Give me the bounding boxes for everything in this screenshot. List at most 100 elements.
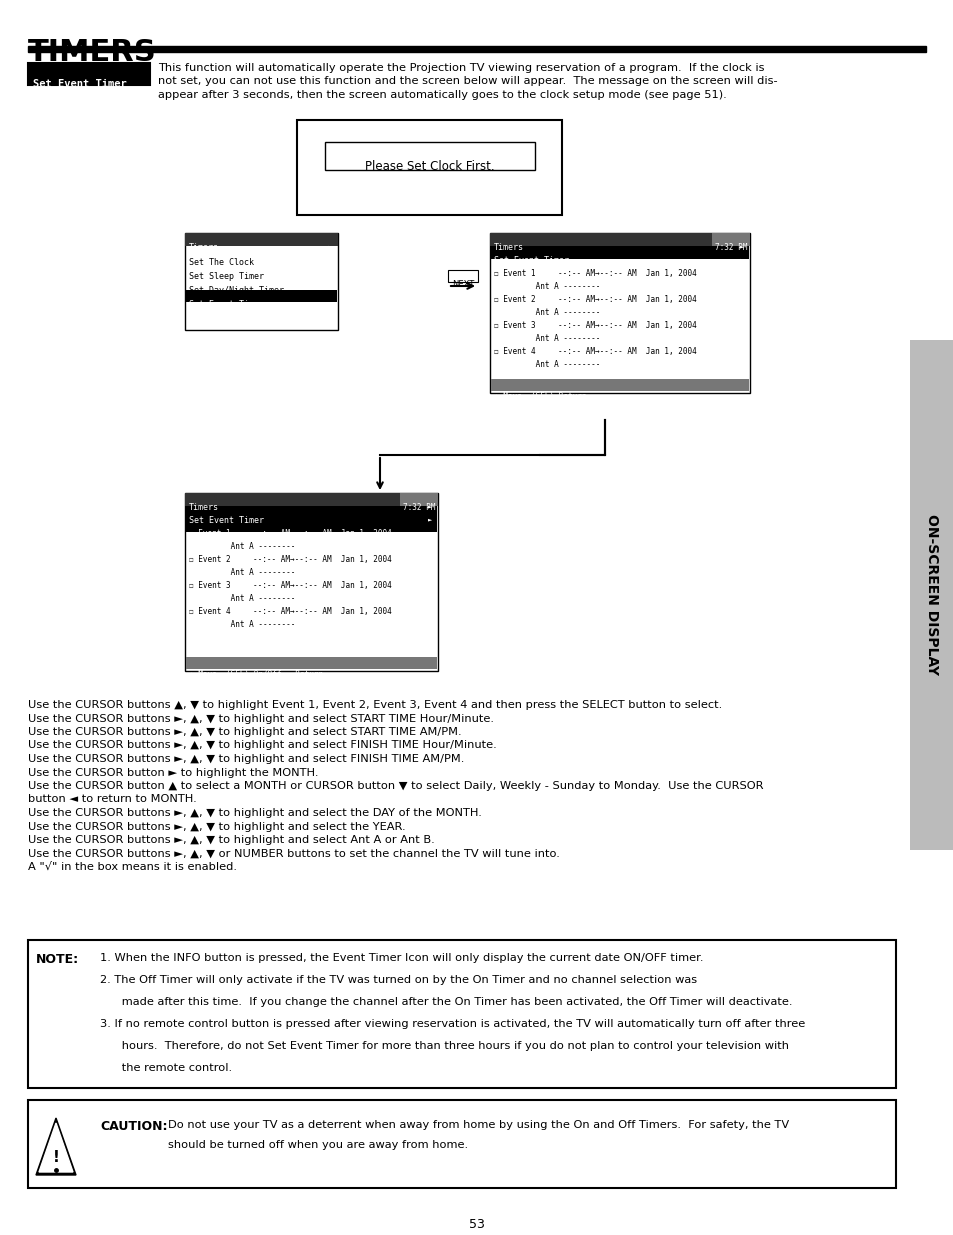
Text: the remote control.: the remote control. — [100, 1063, 232, 1073]
Bar — [28, 46, 925, 52]
Text: --:-- AM→--:-- AM  Jan 1, 2004: --:-- AM→--:-- AM Jan 1, 2004 — [558, 295, 696, 304]
Bar — [711, 233, 749, 246]
Text: ►: ► — [740, 243, 743, 249]
Bar — [28, 940, 895, 1088]
Text: Ant A --------: Ant A -------- — [494, 333, 599, 343]
Text: Set Day/Night Timer: Set Day/Night Timer — [189, 287, 284, 295]
Polygon shape — [36, 1118, 76, 1174]
Text: Ant A --------: Ant A -------- — [189, 542, 295, 551]
Text: hours.  Therefore, do not Set Event Timer for more than three hours if you do no: hours. Therefore, do not Set Event Timer… — [100, 1041, 788, 1051]
Text: ☐ Event 3: ☐ Event 3 — [494, 321, 535, 330]
Bar — [491, 246, 748, 259]
Text: Ant A --------: Ant A -------- — [494, 359, 599, 369]
Text: ►: ► — [740, 256, 743, 262]
Text: Use the CURSOR buttons ►, ▲, ▼ or NUMBER buttons to set the channel the TV will : Use the CURSOR buttons ►, ▲, ▼ or NUMBER… — [28, 848, 559, 858]
Text: Timers: Timers — [494, 243, 523, 252]
Text: ☐ Event 1: ☐ Event 1 — [189, 529, 231, 538]
Text: This function will automatically operate the Projection TV viewing reservation o: This function will automatically operate… — [158, 63, 763, 73]
Text: appear after 3 seconds, then the screen automatically goes to the clock setup mo: appear after 3 seconds, then the screen … — [158, 90, 726, 100]
Bar — [28, 63, 150, 85]
Text: Use the CURSOR buttons ►, ▲, ▼ to highlight and select START TIME AM/PM.: Use the CURSOR buttons ►, ▲, ▼ to highli… — [28, 727, 461, 737]
Text: TIMERS: TIMERS — [28, 38, 156, 67]
Text: Ant A --------: Ant A -------- — [494, 308, 599, 317]
Text: ☐ Event 3: ☐ Event 3 — [189, 580, 231, 590]
Bar — [186, 290, 336, 303]
Text: NOTE:: NOTE: — [36, 953, 79, 966]
Text: ►: ► — [428, 516, 432, 522]
Text: Timers: Timers — [189, 503, 219, 513]
Text: Set The Clock: Set The Clock — [189, 258, 253, 267]
Bar — [185, 233, 337, 330]
Text: Ant A --------: Ant A -------- — [189, 568, 295, 577]
Text: Set Sleep Timer: Set Sleep Timer — [189, 272, 264, 282]
Text: --:-- AM→--:-- AM  Jan 1, 2004: --:-- AM→--:-- AM Jan 1, 2004 — [253, 580, 392, 590]
Bar — [491, 379, 748, 391]
Bar — [185, 493, 437, 671]
Text: CAUTION:: CAUTION: — [100, 1120, 168, 1132]
Text: Use the CURSOR buttons ►, ▲, ▼ to highlight and select the DAY of the MONTH.: Use the CURSOR buttons ►, ▲, ▼ to highli… — [28, 808, 481, 818]
Bar — [186, 519, 436, 532]
Text: should be turned off when you are away from home.: should be turned off when you are away f… — [168, 1140, 468, 1150]
Bar — [185, 493, 437, 506]
Text: --:-- AM→--:-- AM  Jan 1, 2004: --:-- AM→--:-- AM Jan 1, 2004 — [253, 555, 392, 564]
Text: --:-- AM→--:-- AM  Jan 1, 2004: --:-- AM→--:-- AM Jan 1, 2004 — [558, 347, 696, 356]
Text: 53: 53 — [469, 1218, 484, 1231]
Text: Timers: Timers — [189, 243, 219, 252]
Text: --:-- AM→--:-- AM  Jan 1, 2004: --:-- AM→--:-- AM Jan 1, 2004 — [558, 321, 696, 330]
Text: ►: ► — [328, 300, 332, 306]
Text: A "√" in the box means it is enabled.: A "√" in the box means it is enabled. — [28, 862, 236, 872]
Text: ☐ Event 4: ☐ Event 4 — [189, 606, 231, 616]
Text: Use the CURSOR button ▲ to select a MONTH or CURSOR button ▼ to select Daily, We: Use the CURSOR button ▲ to select a MONT… — [28, 781, 762, 790]
Text: --:-- AM→--:-- AM  Jan 1, 2004: --:-- AM→--:-- AM Jan 1, 2004 — [253, 606, 392, 616]
Bar — [399, 493, 437, 506]
Text: Ant A --------: Ant A -------- — [189, 620, 295, 629]
Bar — [296, 120, 561, 215]
Bar — [186, 657, 436, 669]
Text: Use the CURSOR buttons ▲, ▼ to highlight Event 1, Event 2, Event 3, Event 4 and : Use the CURSOR buttons ▲, ▼ to highlight… — [28, 700, 721, 710]
Bar — [909, 340, 953, 850]
Text: !: ! — [52, 1150, 59, 1165]
Text: ►: ► — [428, 503, 432, 509]
Text: 1. When the INFO button is pressed, the Event Timer Icon will only display the c: 1. When the INFO button is pressed, the … — [100, 953, 702, 963]
Text: Set Event Timer: Set Event Timer — [33, 79, 127, 89]
Bar — [490, 233, 749, 246]
Text: Use the CURSOR buttons ►, ▲, ▼ to highlight and select FINISH TIME AM/PM.: Use the CURSOR buttons ►, ▲, ▼ to highli… — [28, 755, 464, 764]
Bar — [490, 233, 749, 393]
Text: 3. If no remote control button is pressed after viewing reservation is activated: 3. If no remote control button is presse… — [100, 1019, 804, 1029]
Text: Please Set Clock First.: Please Set Clock First. — [365, 161, 495, 173]
Text: ↕ Move  (SEL) On/Off ◄ Return: ↕ Move (SEL) On/Off ◄ Return — [189, 671, 323, 679]
Text: ↕ Move  (SEL) Return: ↕ Move (SEL) Return — [494, 391, 586, 401]
Text: 7:32 PM: 7:32 PM — [714, 243, 746, 252]
Text: Set Event Timer: Set Event Timer — [189, 516, 264, 525]
Bar — [186, 506, 436, 519]
Text: made after this time.  If you change the channel after the On Timer has been act: made after this time. If you change the … — [100, 997, 792, 1007]
Bar — [28, 1100, 895, 1188]
Text: 7:32 PM: 7:32 PM — [402, 503, 435, 513]
Text: ►: ► — [328, 243, 332, 249]
Text: --:-- AM→--:-- AM  Jan 1, 2004: --:-- AM→--:-- AM Jan 1, 2004 — [558, 269, 696, 278]
Text: Set Event Timer: Set Event Timer — [494, 256, 568, 266]
Text: Use the CURSOR buttons ►, ▲, ▼ to highlight and select Ant A or Ant B.: Use the CURSOR buttons ►, ▲, ▼ to highli… — [28, 835, 435, 845]
Text: ☐ Event 2: ☐ Event 2 — [189, 555, 231, 564]
Text: Ant A --------: Ant A -------- — [189, 594, 295, 603]
Text: NEXT: NEXT — [452, 280, 474, 289]
Text: button ◄ to return to MONTH.: button ◄ to return to MONTH. — [28, 794, 196, 804]
Text: Use the CURSOR buttons ►, ▲, ▼ to highlight and select the YEAR.: Use the CURSOR buttons ►, ▲, ▼ to highli… — [28, 821, 405, 831]
Text: not set, you can not use this function and the screen below will appear.  The me: not set, you can not use this function a… — [158, 77, 777, 86]
Text: Ant A --------: Ant A -------- — [494, 282, 599, 291]
Text: ☐ Event 2: ☐ Event 2 — [494, 295, 535, 304]
Text: ☐ Event 1: ☐ Event 1 — [494, 269, 535, 278]
Bar — [448, 270, 477, 282]
Text: ☐ Event 4: ☐ Event 4 — [494, 347, 535, 356]
Bar — [185, 233, 337, 246]
Text: Set Event Timer: Set Event Timer — [189, 300, 264, 309]
Text: ON-SCREEN DISPLAY: ON-SCREEN DISPLAY — [924, 515, 938, 676]
Polygon shape — [39, 1123, 73, 1172]
Bar — [325, 142, 535, 170]
Text: Use the CURSOR button ► to highlight the MONTH.: Use the CURSOR button ► to highlight the… — [28, 767, 318, 778]
Text: --:-- AM→--:-- AM  Jan 1, 2004: --:-- AM→--:-- AM Jan 1, 2004 — [253, 529, 392, 538]
Text: Use the CURSOR buttons ►, ▲, ▼ to highlight and select FINISH TIME Hour/Minute.: Use the CURSOR buttons ►, ▲, ▼ to highli… — [28, 741, 497, 751]
Text: Do not use your TV as a deterrent when away from home by using the On and Off Ti: Do not use your TV as a deterrent when a… — [168, 1120, 788, 1130]
Text: Use the CURSOR buttons ►, ▲, ▼ to highlight and select START TIME Hour/Minute.: Use the CURSOR buttons ►, ▲, ▼ to highli… — [28, 714, 494, 724]
Text: 2. The Off Timer will only activate if the TV was turned on by the On Timer and : 2. The Off Timer will only activate if t… — [100, 974, 697, 986]
